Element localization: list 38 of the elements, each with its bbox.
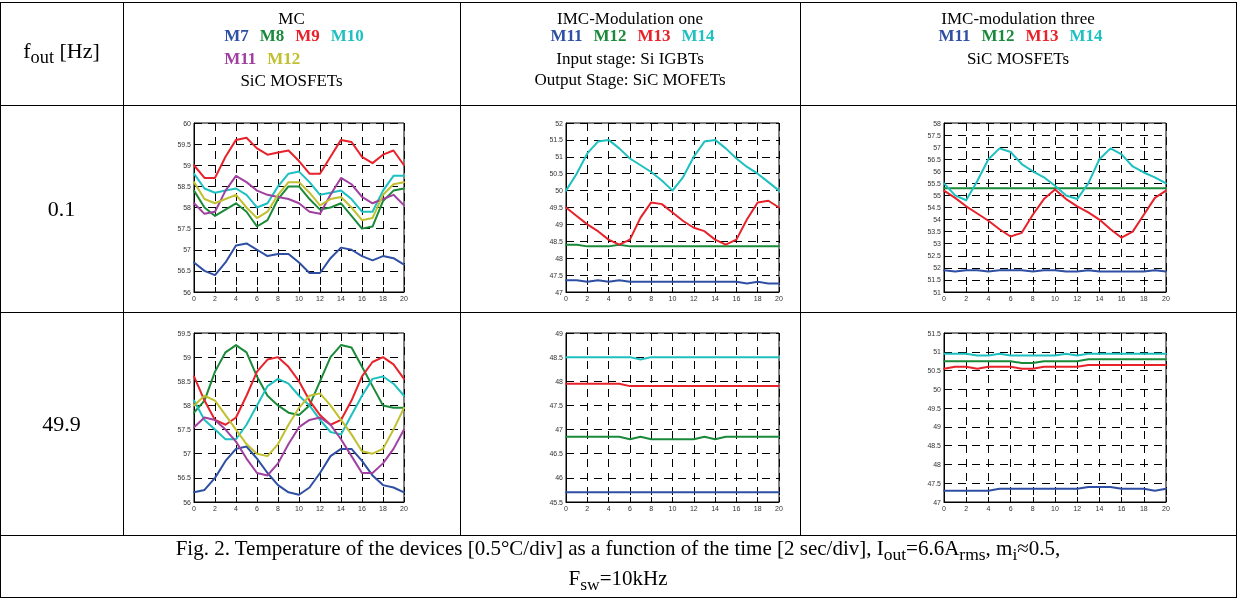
text: 0.1 xyxy=(47,195,76,222)
text: Fig. 2. Temperature of the devices [0.5°C/div] as a function of the time [2 sec/div], I$_{out}$=6.6A$_{rms}$, m$_{i}$≈0.5, F$_{sw}$=10kHz xyxy=(175,535,1061,595)
text: f$_{out}$ [Hz] xyxy=(23,38,100,69)
text: M11 xyxy=(550,26,583,45)
text: M13 xyxy=(1025,26,1059,45)
line-series xyxy=(193,181,405,222)
chart-subtitle: Input stage: Si IGBTs Output Stage: SiC MOFETs xyxy=(534,49,726,89)
text: M8 xyxy=(259,26,285,45)
text: M10 xyxy=(330,26,364,45)
text: M14 xyxy=(681,26,716,45)
chart-title: IMC-modulation three xyxy=(941,9,1095,28)
line-series xyxy=(193,344,405,417)
text: M14 xyxy=(1069,26,1104,45)
chart-title: IMC-Modulation one xyxy=(557,9,703,28)
text: M12 xyxy=(593,26,627,45)
chart-subtitle: SiC MOSFETs xyxy=(966,49,1070,68)
line-series xyxy=(943,188,1167,239)
line-series xyxy=(193,242,405,277)
text: M11 xyxy=(224,49,257,68)
text: M11 xyxy=(938,26,971,45)
text: 49.9 xyxy=(42,410,81,437)
text: M12 xyxy=(981,26,1015,45)
line-series xyxy=(193,356,405,426)
line-series xyxy=(193,392,405,458)
text: M9 xyxy=(295,26,320,45)
line-series xyxy=(193,185,405,230)
line-series xyxy=(193,136,405,179)
text: M12 xyxy=(267,49,301,68)
line-series xyxy=(193,445,405,496)
line-series xyxy=(943,147,1167,202)
line-series xyxy=(565,199,780,246)
text: M7 xyxy=(224,26,250,45)
line-series xyxy=(565,138,780,192)
chart-title: MC xyxy=(278,9,305,28)
line-series xyxy=(193,375,405,441)
line-series xyxy=(193,416,405,477)
text: M13 xyxy=(637,26,671,45)
chart-subtitle: SiC MOSFETs xyxy=(240,71,343,90)
